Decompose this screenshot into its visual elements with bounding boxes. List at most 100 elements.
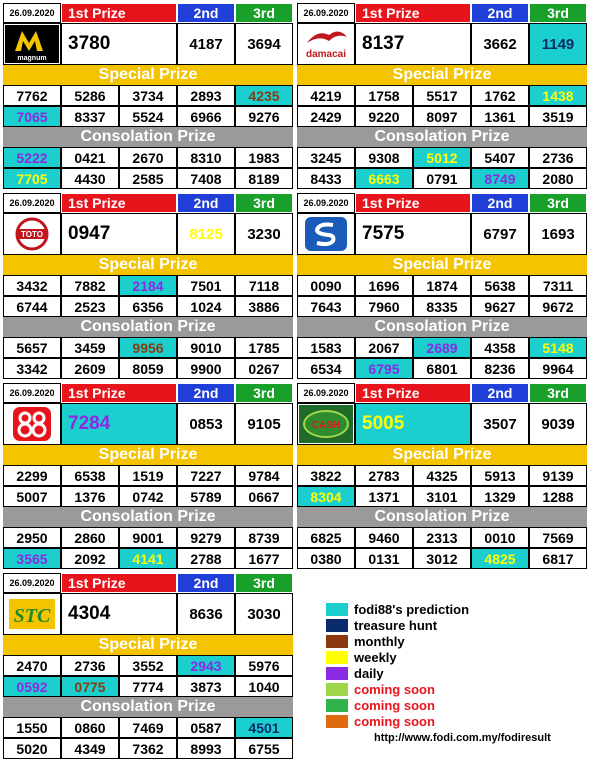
third-prize-number: 1149 <box>529 23 587 65</box>
panel-cash: 26.09.2020 1st Prize 2nd 3rd CASH 5005 3… <box>297 383 587 569</box>
special-prize-row: 0592 0775 7774 3873 1040 <box>3 676 293 697</box>
consolation-prize-number: 1983 <box>235 147 293 168</box>
special-prize-number: 9220 <box>355 106 413 127</box>
consolation-prize-number: 1583 <box>297 337 355 358</box>
consolation-prize-number: 3342 <box>3 358 61 379</box>
consolation-prize-number: 5657 <box>3 337 61 358</box>
special-prize-number: 1376 <box>61 486 119 507</box>
consolation-prize-number: 9001 <box>119 527 177 548</box>
first-prize-number: 8137 <box>355 23 471 65</box>
consolation-prize-number: 4825 <box>471 548 529 569</box>
first-prize-label: 1st Prize <box>355 193 471 213</box>
consolation-prize-number: 0267 <box>235 358 293 379</box>
svg-text:STC: STC <box>14 605 51 627</box>
special-prize-row: 7643 7960 8335 9627 9672 <box>297 296 587 317</box>
special-prize-row: 7065 8337 5524 6966 9276 <box>3 106 293 127</box>
consolation-prize-number: 7705 <box>3 168 61 189</box>
special-prize-heading: Special Prize <box>3 445 293 465</box>
consolation-prize-number: 6534 <box>297 358 355 379</box>
special-prize-number: 2429 <box>297 106 355 127</box>
special-prize-number: 1329 <box>471 486 529 507</box>
consolation-prize-heading: Consolation Prize <box>3 317 293 337</box>
svg-text:damacai: damacai <box>306 49 346 60</box>
legend-item: monthly <box>326 633 469 649</box>
consolation-prize-number: 9460 <box>355 527 413 548</box>
consolation-prize-number: 3459 <box>61 337 119 358</box>
consolation-prize-number: 2092 <box>61 548 119 569</box>
special-prize-number: 2470 <box>3 655 61 676</box>
consolation-prize-number: 8236 <box>471 358 529 379</box>
special-prize-number: 2783 <box>355 465 413 486</box>
special-prize-number: 1371 <box>355 486 413 507</box>
consolation-prize-number: 7362 <box>119 738 177 759</box>
special-prize-number: 8097 <box>413 106 471 127</box>
special-prize-number: 7118 <box>235 275 293 296</box>
consolation-prize-number: 5222 <box>3 147 61 168</box>
magnum-logo: magnum <box>3 23 61 65</box>
third-prize-number: 9039 <box>529 403 587 445</box>
third-prize-label: 3rd <box>235 193 293 213</box>
consolation-prize-number: 7469 <box>119 717 177 738</box>
consolation-prize-number: 2080 <box>529 168 587 189</box>
panel-header: 26.09.2020 1st Prize 2nd 3rd <box>3 3 293 23</box>
consolation-prize-heading: Consolation Prize <box>297 317 587 337</box>
legend-item: daily <box>326 665 469 681</box>
special-prize-number: 1758 <box>355 85 413 106</box>
consolation-prize-number: 7569 <box>529 527 587 548</box>
panel-magnum: 26.09.2020 1st Prize 2nd 3rd magnum 3780… <box>3 3 293 189</box>
special-prize-row: 5007 1376 0742 5789 0667 <box>3 486 293 507</box>
consolation-prize-heading: Consolation Prize <box>297 507 587 527</box>
88-logo <box>3 403 61 445</box>
special-prize-number: 4235 <box>235 85 293 106</box>
consolation-prize-number: 1785 <box>235 337 293 358</box>
special-prize-number: 4219 <box>297 85 355 106</box>
panel-damacai: 26.09.2020 1st Prize 2nd 3rd damacai 813… <box>297 3 587 189</box>
top-prizes: 7284 0853 9105 <box>3 403 293 445</box>
consolation-prize-number: 6755 <box>235 738 293 759</box>
legend-label: daily <box>354 665 384 681</box>
consolation-prize-number: 6795 <box>355 358 413 379</box>
draw-date: 26.09.2020 <box>3 573 61 593</box>
consolation-prize-number: 7408 <box>177 168 235 189</box>
special-prize-number: 2523 <box>61 296 119 317</box>
consolation-prize-number: 6817 <box>529 548 587 569</box>
special-prize-number: 5517 <box>413 85 471 106</box>
consolation-prize-row: 5657 3459 9956 9010 1785 <box>3 337 293 358</box>
third-prize-number: 3030 <box>235 593 293 635</box>
first-prize-label: 1st Prize <box>355 383 471 403</box>
special-prize-number: 9784 <box>235 465 293 486</box>
first-prize-number: 7575 <box>355 213 471 255</box>
third-prize-label: 3rd <box>529 193 587 213</box>
site-url[interactable]: http://www.fodi.com.my/fodiresult <box>374 732 551 744</box>
special-prize-number: 9276 <box>235 106 293 127</box>
consolation-prize-number: 2736 <box>529 147 587 168</box>
legend-swatch <box>326 714 348 728</box>
special-prize-number: 2184 <box>119 275 177 296</box>
panel-header: 26.09.2020 1st Prize 2nd 3rd <box>297 3 587 23</box>
legend-label: weekly <box>354 649 397 665</box>
legend-swatch <box>326 650 348 664</box>
draw-date: 26.09.2020 <box>3 3 61 23</box>
draw-date: 26.09.2020 <box>297 193 355 213</box>
panel-header: 26.09.2020 1st Prize 2nd 3rd <box>297 383 587 403</box>
special-prize-number: 4325 <box>413 465 471 486</box>
legend-item: fodi88's prediction <box>326 601 469 617</box>
legend-swatch <box>326 666 348 680</box>
consolation-prize-number: 2788 <box>177 548 235 569</box>
consolation-prize-number: 3245 <box>297 147 355 168</box>
consolation-prize-number: 0380 <box>297 548 355 569</box>
special-prize-number: 3101 <box>413 486 471 507</box>
legend-item: coming soon <box>326 681 469 697</box>
consolation-prize-row: 3342 2609 8059 9900 0267 <box>3 358 293 379</box>
first-prize-number: 0947 <box>61 213 177 255</box>
second-prize-number: 4187 <box>177 23 235 65</box>
special-prize-number: 6966 <box>177 106 235 127</box>
consolation-prize-row: 6534 6795 6801 8236 9964 <box>297 358 587 379</box>
consolation-prize-number: 9010 <box>177 337 235 358</box>
second-prize-label: 2nd <box>471 383 529 403</box>
consolation-prize-number: 0421 <box>61 147 119 168</box>
consolation-prize-number: 4349 <box>61 738 119 759</box>
consolation-prize-number: 2609 <box>61 358 119 379</box>
panel-header: 26.09.2020 1st Prize 2nd 3rd <box>3 383 293 403</box>
svg-text:CASH: CASH <box>312 420 340 431</box>
